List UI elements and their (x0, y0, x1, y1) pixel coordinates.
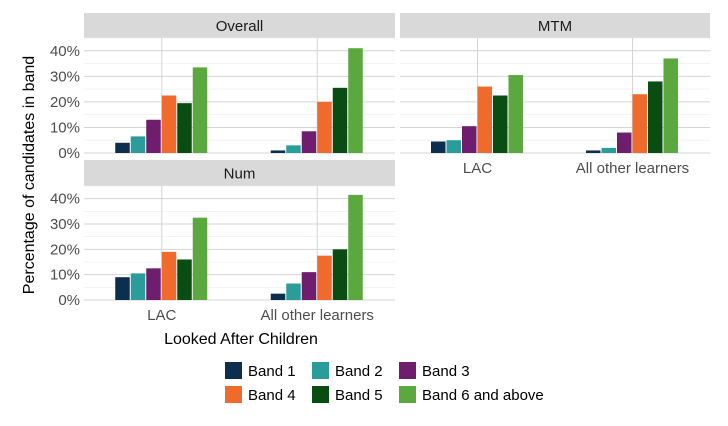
bar (146, 119, 161, 153)
y-tick-label: 40% (50, 43, 80, 60)
panel-title: MTM (538, 18, 572, 35)
legend-item: Band 2 (312, 362, 383, 380)
legend-label: Band 6 and above (422, 387, 544, 404)
panel-title: Overall (216, 18, 264, 35)
bar (317, 101, 332, 153)
panel-strip (84, 13, 395, 38)
legend: Band 1 Band 2 Band 3 Band 4 Band 5 Band 6 and… (225, 362, 544, 404)
bar (462, 126, 477, 153)
x-tick-label: LAC (463, 160, 492, 177)
panel-strip (84, 160, 395, 186)
bar (270, 293, 286, 300)
bar (648, 81, 663, 153)
bar (586, 150, 601, 153)
bar (270, 150, 286, 153)
bar (301, 272, 317, 300)
bar (601, 147, 616, 153)
y-tick-label: 20% (50, 241, 80, 258)
bar (130, 273, 146, 300)
bar (286, 145, 301, 153)
bar (286, 283, 301, 300)
bar (130, 136, 146, 153)
x-tick-label: All other learners (576, 160, 689, 177)
legend-label: Band 5 (335, 387, 383, 404)
panel-title: Num (224, 166, 256, 183)
bar (317, 255, 332, 300)
bar (192, 217, 208, 300)
bar (348, 194, 363, 300)
bar (632, 94, 647, 153)
bar (115, 277, 130, 300)
panel-strip (400, 13, 710, 38)
y-axis-title: Percentage of candidates in band (21, 56, 38, 294)
bar (192, 67, 208, 153)
bar (508, 75, 523, 153)
bar (161, 95, 177, 153)
legend-item: Band 5 (312, 386, 383, 404)
panels-layer: Overall 0% 10% 20% 30% 40% MTM LAC All other lea… (50, 13, 710, 324)
bar (446, 140, 461, 153)
x-axis-title: Looked After Children (164, 331, 318, 348)
legend-label: Band 2 (335, 363, 383, 380)
bar (332, 87, 348, 153)
y-tick-label: 0% (58, 145, 80, 162)
bar (115, 142, 130, 153)
bar (161, 251, 177, 300)
legend-label: Band 4 (248, 387, 296, 404)
bar (332, 249, 348, 300)
legend-item: Band 4 (225, 386, 296, 404)
bar (493, 95, 508, 153)
bar (177, 103, 192, 153)
legend-swatch (225, 386, 242, 403)
bar (617, 132, 632, 153)
panel-num: Num 0% 10% 20% 30% 40% LAC All other learners (50, 160, 395, 324)
legend-label: Band 3 (422, 363, 470, 380)
x-tick-label: All other learners (261, 307, 374, 324)
y-tick-label: 30% (50, 68, 80, 85)
y-tick-label: 20% (50, 94, 80, 111)
bar (431, 141, 446, 153)
y-tick-label: 10% (50, 267, 80, 284)
legend-label: Band 1 (248, 363, 296, 380)
legend-item: Band 3 (399, 362, 470, 380)
y-tick-label: 10% (50, 119, 80, 136)
bar (146, 268, 161, 300)
y-tick-label: 0% (58, 292, 80, 309)
bar (177, 259, 192, 300)
bar (663, 58, 678, 153)
legend-item: Band 6 and above (399, 386, 544, 404)
legend-item: Band 1 (225, 362, 296, 380)
panel-overall: Overall 0% 10% 20% 30% 40% (50, 13, 395, 162)
x-tick-label: LAC (147, 307, 176, 324)
legend-swatch (312, 362, 329, 379)
legend-swatch (225, 362, 242, 379)
y-tick-label: 40% (50, 191, 80, 208)
bar (477, 86, 492, 153)
bar (301, 131, 317, 153)
panel-mtm: MTM LAC All other learners (400, 13, 710, 177)
legend-swatch (312, 386, 329, 403)
bar (348, 48, 363, 153)
y-tick-label: 30% (50, 216, 80, 233)
legend-swatch (399, 362, 416, 379)
legend-swatch (399, 386, 416, 403)
